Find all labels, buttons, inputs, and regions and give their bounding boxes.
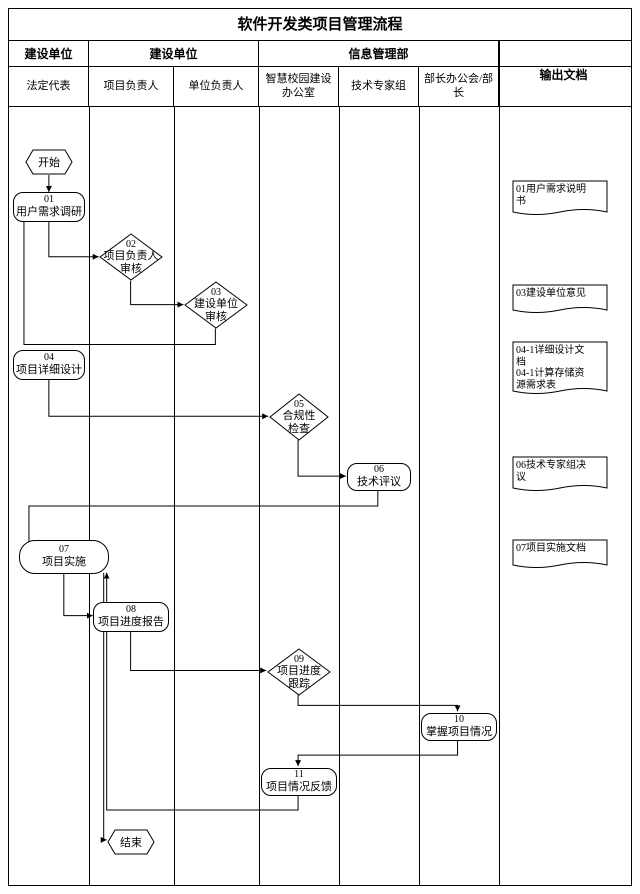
header-role: 部长办公会/部长: [419, 67, 499, 106]
decision-node: 05合规性 检查: [269, 393, 329, 441]
output-document: 03建设单位意见: [512, 284, 608, 316]
decision-node: 09项目进度 跟踪: [267, 648, 331, 696]
terminator-node: 结束: [107, 829, 155, 855]
output-document: 04-1详细设计文档04-1计算存储资源需求表: [512, 341, 608, 397]
output-header: 输出文档: [499, 41, 627, 107]
lane-divider: [339, 107, 340, 885]
process-node: 07项目实施: [19, 540, 109, 574]
header-group: 建设单位: [9, 41, 89, 66]
process-node: 10掌握项目情况: [421, 713, 497, 741]
output-document: 06技术专家组决议: [512, 456, 608, 494]
header-role: 项目负责人: [89, 67, 174, 106]
lane-divider: [259, 107, 260, 885]
header-role: 法定代表: [9, 67, 89, 106]
decision-node: 02项目负责人 审核: [99, 233, 163, 281]
lane-divider: [89, 107, 90, 885]
output-document: 07项目实施文档: [512, 539, 608, 571]
lane-divider: [419, 107, 420, 885]
terminator-node: 开始: [25, 149, 73, 175]
swimlane-diagram: 软件开发类项目管理流程 建设单位建设单位信息管理部 法定代表项目负责人单位负责人…: [8, 8, 632, 886]
diagram-title: 软件开发类项目管理流程: [9, 9, 631, 41]
swimlane-body: 开始 01用户需求调研 02项目负责人 审核 03建设单位 审核 04项目详细设计 05合…: [9, 107, 631, 885]
process-node: 04项目详细设计: [13, 350, 85, 380]
process-node: 11项目情况反馈: [261, 768, 337, 796]
lane-divider: [174, 107, 175, 885]
header-role: 智慧校园建设办公室: [259, 67, 339, 106]
decision-node: 03建设单位 审核: [184, 281, 248, 329]
process-node: 01用户需求调研: [13, 192, 85, 222]
output-document: 01用户需求说明书: [512, 180, 608, 218]
header-role: 单位负责人: [174, 67, 259, 106]
process-node: 08项目进度报告: [93, 602, 169, 632]
process-node: 06技术评议: [347, 463, 411, 491]
lane-divider: [499, 107, 500, 885]
header-role: 技术专家组: [339, 67, 419, 106]
header-group: 信息管理部: [259, 41, 499, 66]
header-group: 建设单位: [89, 41, 259, 66]
